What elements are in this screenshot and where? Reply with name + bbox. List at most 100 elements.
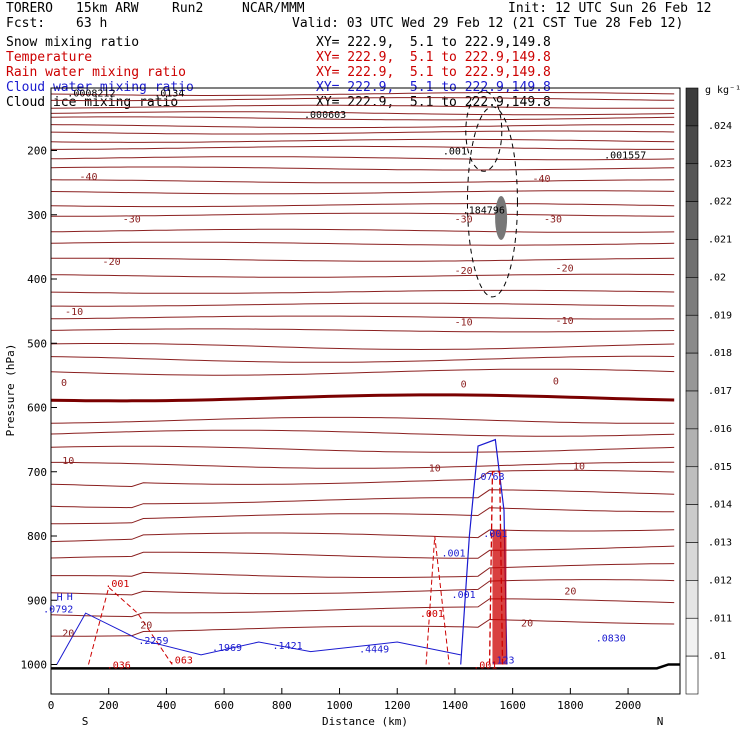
contour-annotation: .4449 [359, 644, 389, 655]
isotherm-label: -30 [544, 215, 562, 226]
contour-annotation: .001 [483, 529, 507, 540]
y-tick-label: 200 [27, 145, 47, 158]
colorbar-label: .021 [708, 235, 732, 246]
field-xy-temperature: XY= 222.9, 5.1 to 222.9,149.8 [316, 50, 551, 65]
temperature-isotherm [51, 97, 675, 102]
temperature-isotherm [51, 145, 675, 150]
temperature-isotherm [50, 241, 675, 246]
contour-annotation: .001 [473, 661, 497, 672]
temperature-isotherm [50, 111, 675, 116]
temperature-isotherm [50, 416, 675, 424]
temperature-isotherm [50, 469, 675, 488]
contour-annotation: .123 [491, 655, 515, 666]
contour-labels: -40 -40 -30 -30 -30 -20 -20 -20 -10 -10 -10 0 0 0 10 10… [43, 89, 646, 672]
plot-frame [50, 87, 681, 695]
contour-annotation: .001557 [604, 150, 646, 161]
isotherm-label: -10 [455, 317, 473, 328]
isotherm-label: -40 [79, 172, 97, 183]
x-axis-title: Distance (km) [322, 715, 408, 728]
isotherm-label: 20 [62, 628, 74, 639]
colorbar-label: .011 [708, 613, 732, 624]
contour-annotation: H [67, 592, 73, 603]
temperature-isotherm [50, 190, 675, 195]
colorbar-box [685, 504, 699, 543]
colorbar-box [685, 314, 699, 354]
rain-water-contour [88, 586, 173, 665]
isotherm-label: -10 [65, 307, 83, 318]
contour-annotation: .184796 [463, 206, 505, 217]
y-tick-label: 700 [27, 466, 47, 479]
temperature-isotherm [50, 579, 675, 596]
isotherm-label: -10 [556, 316, 574, 327]
contour-annotation: .0830 [596, 634, 626, 645]
field-xy-rain: XY= 222.9, 5.1 to 222.9,149.8 [316, 65, 551, 80]
x-tick-label: 1200 [384, 699, 411, 712]
temperature-isotherm [50, 104, 675, 109]
temperature-isotherm [50, 257, 675, 262]
colorbar-label: .012 [708, 575, 732, 586]
temperature-contours [50, 92, 675, 637]
colorbar-box [685, 617, 699, 657]
field-name-temperature: Temperature [6, 50, 93, 65]
north-end-label: N [657, 715, 664, 728]
isotherm-label: -20 [556, 263, 574, 274]
temperature-isotherm [51, 507, 675, 525]
cloud-ice-contour [466, 106, 518, 298]
cloud-ice-contour [465, 90, 503, 172]
colorbar-box [685, 542, 699, 581]
x-tick-label: 2000 [615, 699, 642, 712]
contour-annotation: .0008212 [67, 89, 115, 100]
isotherm-label: -20 [455, 266, 473, 277]
x-tick-label: 1600 [499, 699, 526, 712]
model-resolution: 15km ARW [76, 1, 139, 16]
temperature-isotherm [51, 563, 675, 578]
contour-annotation: .0763 [475, 472, 505, 483]
colorbar: .024 .023 .022 .021 .02 .019 .018 .017 .016 .015.… [685, 87, 732, 695]
field-xy-snow: XY= 222.9, 5.1 to 222.9,149.8 [316, 35, 551, 50]
contour-annotation: .0134 [154, 89, 184, 100]
rain-max-core [492, 529, 507, 665]
ice-max-shading [495, 195, 508, 240]
temperature-isotherm [50, 228, 675, 233]
temperature-isotherm [50, 92, 675, 96]
y-tick-label: 800 [27, 530, 47, 543]
temperature-isotherm [50, 179, 675, 184]
temperature-isotherm [50, 116, 675, 121]
isotherm-label: -30 [455, 215, 473, 226]
colorbar-label: .022 [708, 197, 732, 208]
isotherm-label: 20 [140, 621, 152, 632]
y-tick-label: 400 [27, 273, 47, 286]
colorbar-label: .016 [708, 424, 732, 435]
temperature-isotherm [50, 273, 675, 278]
x-tick-label: 400 [156, 699, 176, 712]
temperature-isotherm [51, 461, 675, 469]
x-tick-label: 1000 [326, 699, 353, 712]
isotherm-label: 10 [62, 456, 74, 467]
colorbar-label: .015 [708, 462, 732, 473]
temperature-isotherm [50, 489, 675, 509]
isotherm-label: 20 [521, 619, 533, 630]
contour-annotation: .0792 [43, 605, 73, 616]
temperature-isotherm [51, 212, 675, 217]
y-tick-label: 1000 [21, 659, 48, 672]
colorbar-box [685, 163, 699, 202]
temperature-isotherm [51, 618, 675, 637]
temperature-isotherm [50, 289, 675, 294]
run-label: Run2 [172, 1, 204, 16]
colorbar-label: .014 [708, 500, 732, 511]
contour-annotation: .1421 [273, 641, 303, 652]
forecast-label: Fcst: [6, 16, 46, 31]
colorbar-box [685, 125, 699, 165]
colorbar-box [685, 466, 699, 505]
x-axis: 0 200 400 600 800 1000 1200 1400 1600 1800 2000 [48, 688, 642, 712]
temperature-isotherm [50, 598, 675, 618]
colorbar-box [685, 87, 699, 127]
center-label: NCAR/MMM [242, 1, 305, 16]
field-name-cloud-ice: Cloud ice mixing ratio [6, 95, 179, 110]
isotherm-label: -40 [532, 174, 550, 185]
plot-header: TORERO 15km ARW Run2 NCAR/MMM Init: 12 U… [0, 0, 740, 112]
x-tick-label: 800 [272, 699, 292, 712]
contour-annotation: .001 [443, 147, 467, 158]
colorbar-label: .017 [708, 386, 732, 397]
temperature-isotherm [50, 138, 675, 143]
